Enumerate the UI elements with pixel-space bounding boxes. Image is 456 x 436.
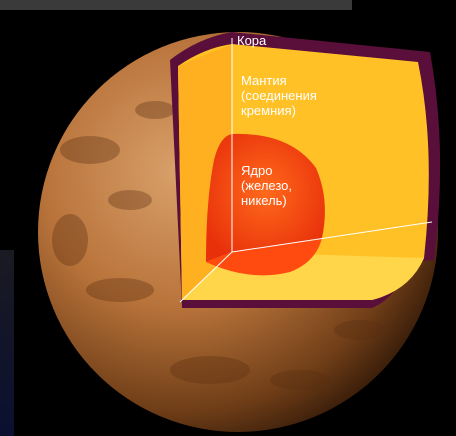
top-bar bbox=[0, 0, 352, 10]
label-core-line2: (железо, bbox=[241, 178, 293, 193]
core-layer bbox=[206, 133, 325, 262]
left-strip bbox=[0, 250, 14, 436]
label-mantle: Мантия (соединения кремния) bbox=[241, 73, 317, 118]
label-core: Ядро (железо, никель) bbox=[241, 163, 292, 208]
label-core-line3: никель) bbox=[241, 193, 287, 208]
label-mantle-line3: кремния) bbox=[241, 103, 296, 118]
axis-lines bbox=[179, 38, 433, 303]
core-front-face bbox=[206, 238, 322, 276]
surface-texture bbox=[52, 101, 386, 390]
label-mantle-line2: (соединения bbox=[241, 88, 317, 103]
label-mantle-line1: Мантия bbox=[241, 73, 287, 88]
label-core-line1: Ядро bbox=[241, 163, 273, 178]
label-crust: Кора bbox=[237, 33, 267, 48]
